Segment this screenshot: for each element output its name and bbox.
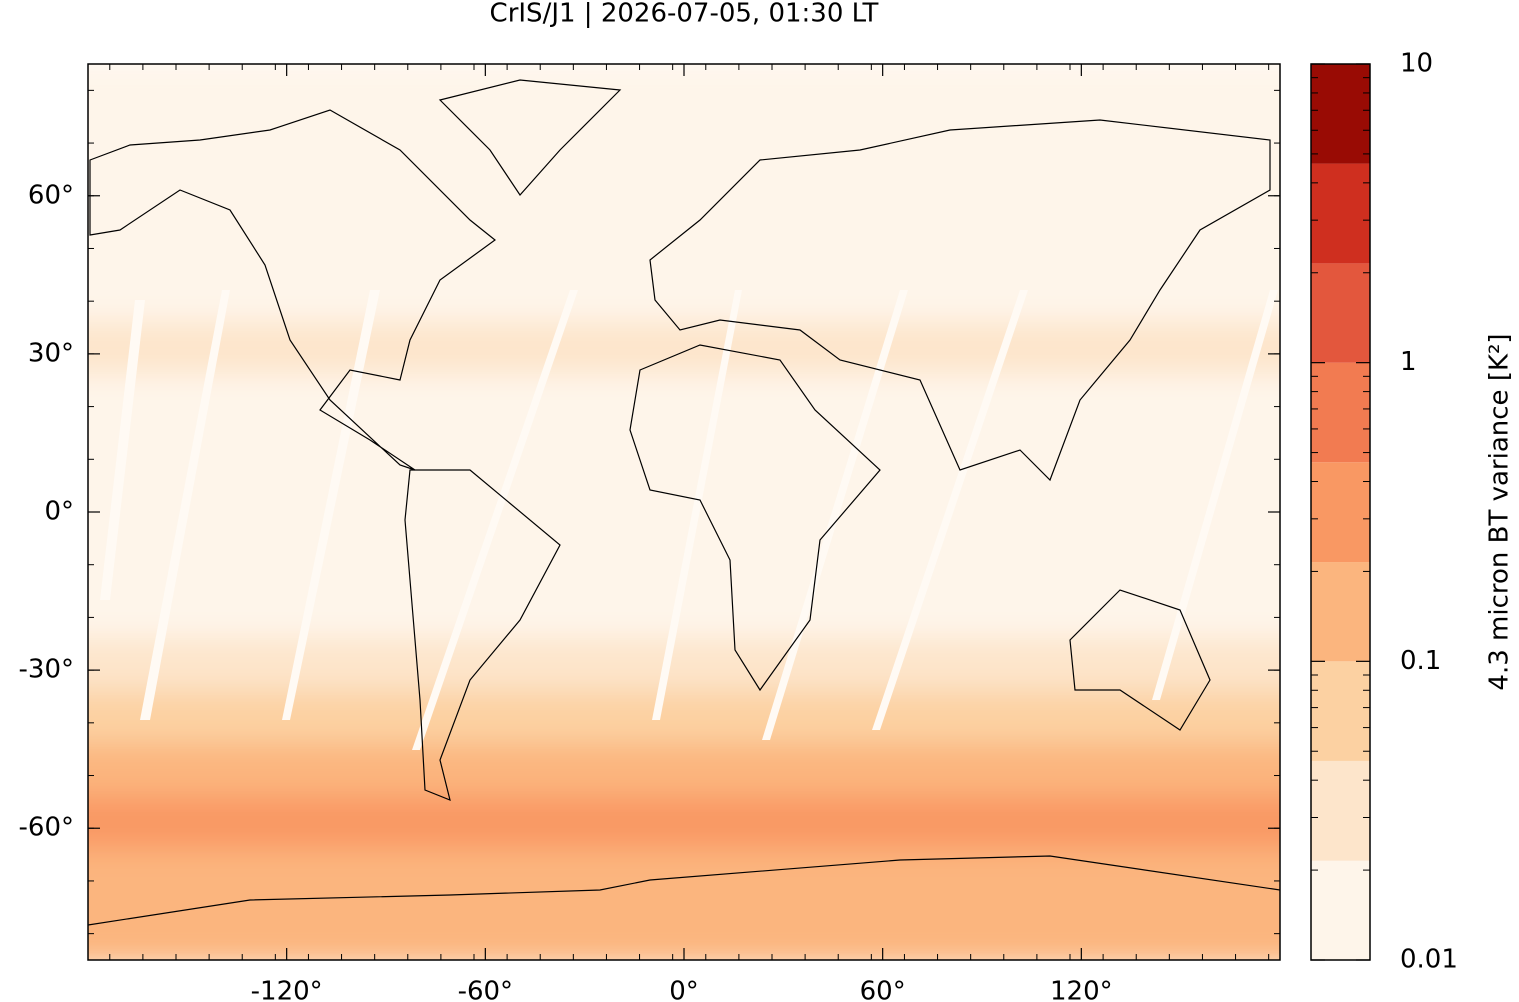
colorbar-tick-label: 0.01	[1400, 945, 1458, 975]
x-tick-label: -60°	[458, 977, 513, 1002]
colorbar-band	[1311, 860, 1370, 960]
colorbar-label: 4.3 micron BT variance [K²]	[1485, 333, 1515, 690]
coastlines	[88, 79, 1280, 926]
colorbar-tick-label: 0.1	[1400, 646, 1441, 676]
swath-gaps	[100, 290, 1278, 750]
y-tick-label: 0°	[44, 497, 74, 527]
colorbar-frame	[1310, 63, 1371, 961]
y-tick-label: -30°	[19, 655, 74, 685]
x-tick-label: 120°	[1050, 977, 1113, 1002]
colorbar-band	[1311, 362, 1370, 463]
field-layer	[88, 64, 1280, 960]
chart-title: CrIS/J1 | 2026-07-05, 01:30 LT	[490, 0, 879, 29]
colorbar: 0.01 0.1 1 10	[1310, 49, 1458, 975]
colorbar-tick-label: 1	[1400, 347, 1417, 377]
y-tick-label: 30°	[28, 338, 74, 368]
field	[88, 64, 1280, 960]
colorbar-band	[1311, 661, 1370, 761]
y-tick-label: 60°	[28, 180, 74, 210]
x-tick-label: 0°	[669, 977, 699, 1002]
x-tick-label: -120°	[251, 977, 323, 1002]
colorbar-band	[1311, 263, 1370, 363]
axes: -120° -60° 0° 60° 120° -60° -30° 0° 30° 60°	[19, 64, 1280, 1002]
colorbar-band	[1311, 163, 1370, 264]
colorbar-band	[1311, 562, 1370, 662]
colorbar-tick-label: 10	[1400, 49, 1433, 79]
colorbar-band	[1311, 64, 1370, 164]
y-tick-label: -60°	[19, 813, 74, 843]
colorbar-band	[1311, 760, 1370, 861]
x-tick-label: 60°	[860, 977, 906, 1002]
colorbar-band	[1311, 462, 1370, 563]
